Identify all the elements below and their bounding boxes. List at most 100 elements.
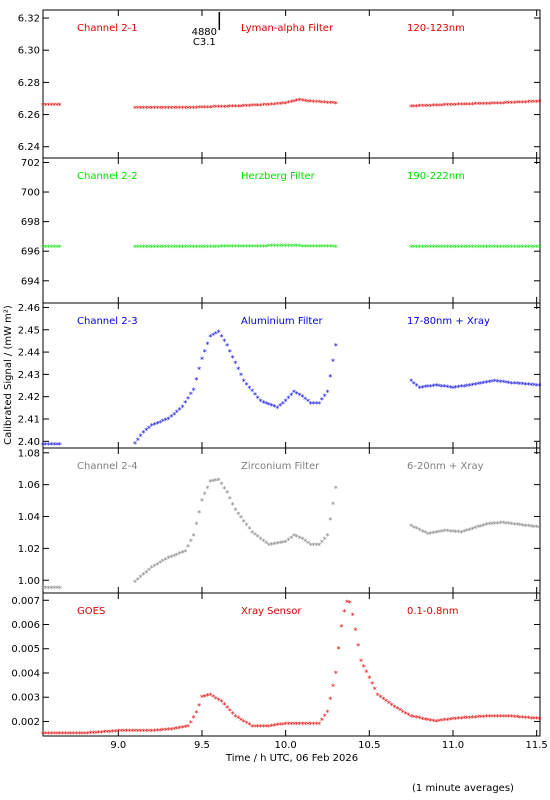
data-point: * <box>490 100 494 109</box>
data-point: * <box>256 102 260 111</box>
data-point: * <box>298 97 302 106</box>
data-point: * <box>339 623 343 632</box>
data-point: * <box>462 101 466 110</box>
panel-frame <box>42 592 541 737</box>
data-point: * <box>197 702 201 711</box>
data-point: * <box>510 713 514 722</box>
data-point: * <box>206 484 210 493</box>
data-point: * <box>233 243 237 252</box>
data-point: * <box>443 102 447 111</box>
data-point: * <box>493 378 497 387</box>
data-point: * <box>501 379 505 388</box>
data-point: * <box>351 611 355 620</box>
data-point: * <box>490 378 494 387</box>
data-point: * <box>169 413 173 422</box>
data-point: * <box>325 532 329 541</box>
data-point: * <box>58 441 62 450</box>
y-tick-label: 0.007 <box>11 596 40 607</box>
data-point: * <box>97 729 101 738</box>
data-point: * <box>211 331 215 340</box>
data-point: * <box>496 378 500 387</box>
data-point: * <box>426 243 430 252</box>
data-point: * <box>127 728 131 737</box>
data-point: * <box>286 99 290 108</box>
data-point: * <box>222 243 226 252</box>
data-point: * <box>206 340 210 349</box>
data-point: * <box>164 105 168 114</box>
data-point: * <box>496 100 500 109</box>
data-point: * <box>434 382 438 391</box>
data-point: * <box>298 392 302 401</box>
data-point: * <box>454 715 458 724</box>
data-point: * <box>275 540 279 549</box>
data-point: * <box>102 729 106 738</box>
data-point: * <box>189 719 193 728</box>
data-point: * <box>208 104 212 113</box>
data-point: * <box>515 243 519 252</box>
data-point: * <box>490 243 494 252</box>
data-point: * <box>431 102 435 111</box>
data-point: * <box>431 382 435 391</box>
data-point: * <box>445 384 449 393</box>
y-tick-label: 2.44 <box>18 348 40 359</box>
data-point: * <box>496 243 500 252</box>
data-point: * <box>459 715 463 724</box>
data-point: * <box>401 708 405 717</box>
panel-channel-label: Channel 2-1 <box>77 23 138 34</box>
data-point: * <box>482 100 486 109</box>
data-point: * <box>208 691 212 700</box>
data-point: * <box>133 243 137 252</box>
data-point: * <box>423 384 427 393</box>
data-point: * <box>264 102 268 111</box>
y-tick-label: 1.08 <box>18 448 40 459</box>
data-point: * <box>41 730 45 739</box>
data-point: * <box>247 102 251 111</box>
data-point: * <box>518 380 522 389</box>
data-point: * <box>415 243 419 252</box>
data-point: * <box>172 411 176 420</box>
data-point: * <box>471 101 475 110</box>
data-point: * <box>462 528 466 537</box>
data-point: * <box>320 243 324 252</box>
data-point: * <box>334 669 338 678</box>
data-point: * <box>231 710 235 719</box>
data-point: * <box>298 720 302 729</box>
data-point: * <box>457 384 461 393</box>
data-point: * <box>412 243 416 252</box>
data-point: * <box>164 556 168 565</box>
data-point: * <box>501 519 505 528</box>
data-point: * <box>41 243 45 252</box>
data-point: * <box>264 243 268 252</box>
data-point: * <box>462 243 466 252</box>
data-point: * <box>116 728 120 737</box>
panel-band-label: 17-80nm + Xray <box>407 316 490 327</box>
data-point: * <box>479 523 483 532</box>
data-point: * <box>245 243 249 252</box>
data-point: * <box>314 400 318 409</box>
data-point: * <box>141 243 145 252</box>
data-point: * <box>521 99 525 108</box>
data-point: * <box>100 729 104 738</box>
data-point: * <box>194 376 198 385</box>
data-point: * <box>242 518 246 527</box>
panel-filter-label: Zirconium Filter <box>241 461 320 472</box>
data-point: * <box>348 599 352 608</box>
data-point: * <box>434 718 438 727</box>
data-point: * <box>384 697 388 706</box>
data-point: * <box>197 243 201 252</box>
data-point: * <box>465 382 469 391</box>
data-point: * <box>186 723 190 732</box>
data-point: * <box>501 713 505 722</box>
data-point: * <box>108 728 112 737</box>
data-point: * <box>228 243 232 252</box>
data-point: * <box>507 379 511 388</box>
data-point: * <box>437 243 441 252</box>
data-point: * <box>47 101 51 110</box>
data-point: * <box>253 723 257 732</box>
y-tick-label: 0.006 <box>11 620 40 631</box>
data-point: * <box>211 243 215 252</box>
flare-marker-class: C3.1 <box>193 37 216 48</box>
y-tick-label: 698 <box>21 217 40 228</box>
data-point: * <box>498 100 502 109</box>
data-point: * <box>300 535 304 544</box>
